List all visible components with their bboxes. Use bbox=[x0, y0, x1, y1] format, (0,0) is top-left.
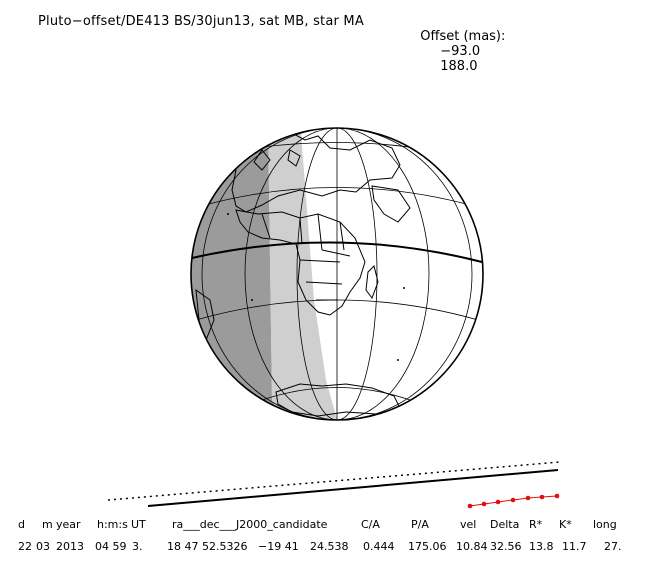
plot-title: Pluto−offset/DE413 BS/30jun13, sat MB, s… bbox=[38, 14, 364, 29]
col-header-year: year bbox=[56, 518, 81, 531]
value-long: 27. bbox=[604, 540, 622, 553]
value-rstar: 13.8 bbox=[529, 540, 554, 553]
value-ca: 0.444 bbox=[363, 540, 395, 553]
value-dec-s: 24.538 bbox=[310, 540, 349, 553]
offset-y-value: 188.0 bbox=[440, 59, 478, 74]
value-month: 03 bbox=[36, 540, 50, 553]
value-vel: 10.84 bbox=[456, 540, 488, 553]
value-day: 22 bbox=[18, 540, 32, 553]
value-delta: 32.56 bbox=[490, 540, 522, 553]
value-kstar: 11.7 bbox=[562, 540, 587, 553]
col-header-long: long bbox=[593, 518, 617, 531]
col-header-kstar: K* bbox=[559, 518, 572, 531]
col-header-pa: P/A bbox=[411, 518, 429, 531]
col-header-delta: Delta bbox=[490, 518, 520, 531]
col-header-ut: UT bbox=[131, 518, 146, 531]
time-markers bbox=[467, 493, 560, 509]
value-seconds: 3. bbox=[132, 540, 143, 553]
col-header-ca: C/A bbox=[361, 518, 380, 531]
col-header-rstar: R* bbox=[529, 518, 543, 531]
value-year: 2013 bbox=[56, 540, 84, 553]
shadow-limit-dotted bbox=[107, 461, 561, 501]
value-pa: 175.06 bbox=[408, 540, 447, 553]
col-header-d: d bbox=[18, 518, 25, 531]
island-dots bbox=[227, 213, 405, 361]
value-ra: 18 47 52.5326 bbox=[167, 540, 248, 553]
col-header-m: m bbox=[42, 518, 53, 531]
shadow-centerline bbox=[147, 469, 559, 507]
offset-readout: Offset (mas): −93.0 188.0 bbox=[412, 14, 505, 74]
value-hm: 04 59 bbox=[95, 540, 127, 553]
earth-limb bbox=[190, 127, 484, 421]
offset-x-value: −93.0 bbox=[440, 44, 481, 59]
equator-line bbox=[191, 241, 483, 263]
col-header-hms: h:m:s bbox=[97, 518, 128, 531]
value-dec-dm: −19 41 bbox=[258, 540, 299, 553]
night-region bbox=[191, 128, 285, 420]
twilight-region bbox=[268, 128, 340, 420]
offset-label: Offset (mas): bbox=[420, 29, 506, 44]
col-header-radec: ra___dec___J2000_candidate bbox=[172, 518, 328, 531]
col-header-vel: vel bbox=[460, 518, 477, 531]
